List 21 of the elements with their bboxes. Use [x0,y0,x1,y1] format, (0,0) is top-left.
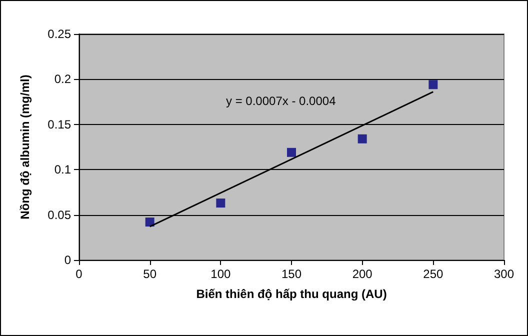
point [428,80,438,90]
x-tick-label: 150 [281,267,302,281]
y-tick-label: 0.05 [48,208,72,222]
y-tick-label: 0.25 [48,27,72,41]
x-tick-label: 100 [210,267,231,281]
point [216,198,226,208]
x-axis-title: Biến thiên độ hấp thu quang (AU) [196,287,387,301]
x-tick-label: 300 [494,267,514,281]
x-tick-label: 250 [423,267,444,281]
x-tick-label: 200 [352,267,373,281]
y-tick-label: 0.2 [54,72,72,86]
point [287,148,296,157]
y-axis-title: Nồng độ albumin (mg/ml) [18,74,32,220]
point [358,134,367,144]
x-tick-label: 0 [76,267,83,281]
x-tick-label: 50 [143,267,157,281]
y-tick-label: 0.15 [48,117,72,132]
point [145,218,154,227]
y-tick-label: 0 [64,253,72,267]
y-tick-label: 0.1 [54,162,72,177]
annotation: y = 0.0007x - 0.0004 [226,94,336,108]
